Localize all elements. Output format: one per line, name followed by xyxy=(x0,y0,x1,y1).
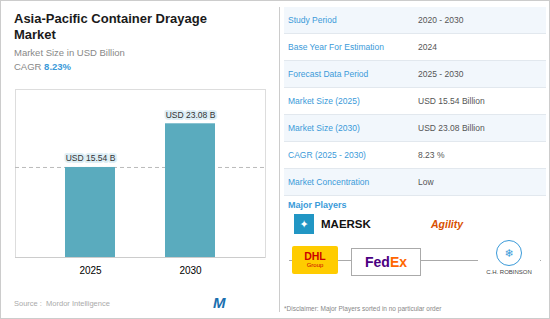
html-text:C.H. ROBINSON: C.H. ROBINSON xyxy=(486,269,532,275)
html-text:USD 23.08 Billion: USD 23.08 Billion xyxy=(418,123,485,133)
html-text:DHL: DHL xyxy=(304,250,326,262)
html-text:2024: 2024 xyxy=(418,42,437,52)
html-text:Fed Ex: Fed Ex xyxy=(365,254,407,270)
html-text:*Disclaimer: Major Players sor: *Disclaimer: Major Players sorted in no … xyxy=(284,305,442,312)
html-text:MAERSK: MAERSK xyxy=(321,218,371,230)
svg-text:USD 23.08 B: USD 23.08 B xyxy=(166,110,216,120)
html-text:Low: Low xyxy=(418,177,434,187)
html-text:M: M xyxy=(213,294,226,311)
html-text:2020 - 2030: 2020 - 2030 xyxy=(418,15,464,25)
html-text:Market Concentration: Market Concentration xyxy=(288,177,370,187)
html-text:Group: Group xyxy=(306,262,324,268)
html-text:8.23 %: 8.23 % xyxy=(418,150,445,160)
html-text:CAGR (2025 - 2030): CAGR (2025 - 2030) xyxy=(288,150,366,160)
html-text:Major Players: Major Players xyxy=(288,200,347,210)
html-text:Base Year For Estimation: Base Year For Estimation xyxy=(288,42,384,52)
html-text:Study Period: Study Period xyxy=(288,15,337,25)
html-text:Market: Market xyxy=(14,27,56,42)
html-text:Agility: Agility xyxy=(431,218,464,230)
html-text:Market Size in USD Billion: Market Size in USD Billion xyxy=(14,47,125,58)
html-text:Market Size (2030): Market Size (2030) xyxy=(288,123,360,133)
html-text:Market Size (2025): Market Size (2025) xyxy=(288,96,360,106)
html-text:Asia-Pacific Container Drayage: Asia-Pacific Container Drayage xyxy=(14,11,207,26)
html-text:Forecast Data Period: Forecast Data Period xyxy=(288,69,369,79)
html-text:2025 - 2030: 2025 - 2030 xyxy=(418,69,464,79)
svg-text:2025: 2025 xyxy=(79,265,102,276)
svg-text:2030: 2030 xyxy=(179,265,202,276)
html-text:Source : Mordor Intelligence: Source : Mordor Intelligence xyxy=(14,299,110,308)
html-text:USD 15.54 Billion: USD 15.54 Billion xyxy=(418,96,485,106)
svg-text:USD 15.54 B: USD 15.54 B xyxy=(66,153,116,163)
html-text:CAGR 8.23%: CAGR 8.23% xyxy=(14,61,71,72)
